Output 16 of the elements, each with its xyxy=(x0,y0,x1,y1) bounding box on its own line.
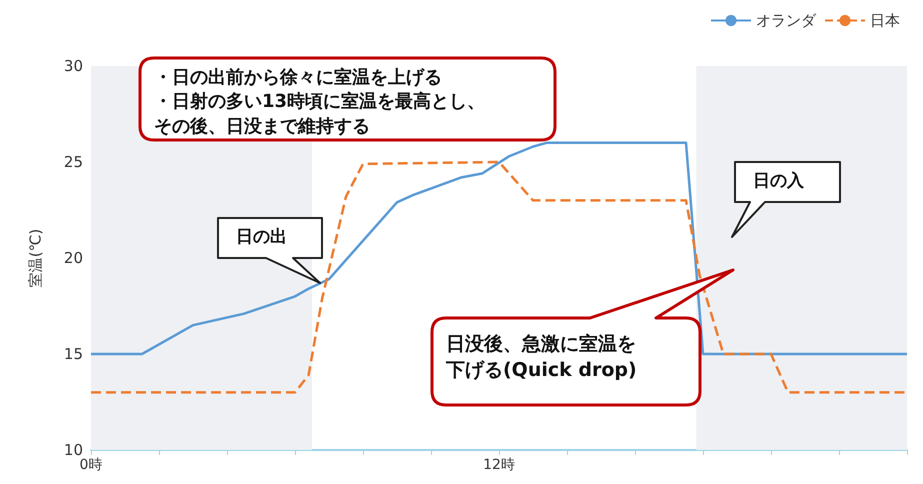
legend-label: オランダ xyxy=(756,12,817,30)
annotation: 日没後、急激に室温を下げる(Quick drop) xyxy=(446,332,638,383)
y-tick-label: 10 xyxy=(64,441,83,459)
annotation: 日の入 xyxy=(753,170,805,193)
y-tick-label: 15 xyxy=(64,345,83,363)
legend-label: 日本 xyxy=(870,12,900,30)
x-tick-label: 0時 xyxy=(80,457,102,473)
annotation: 日の出 xyxy=(236,226,288,249)
annotation: ・日の出前から徐々に室温を上げる xyxy=(154,66,443,90)
annotation: ・日射の多い13時頃に室温を最高とし、その後、日没まで維持する xyxy=(154,90,486,139)
y-axis-title: 室温(℃) xyxy=(26,228,44,288)
y-tick-label: 20 xyxy=(64,249,83,267)
line-series xyxy=(90,142,908,356)
x-tick-label: 12時 xyxy=(483,457,515,473)
y-tick-label: 30 xyxy=(64,57,83,75)
y-tick-label: 25 xyxy=(64,153,83,171)
